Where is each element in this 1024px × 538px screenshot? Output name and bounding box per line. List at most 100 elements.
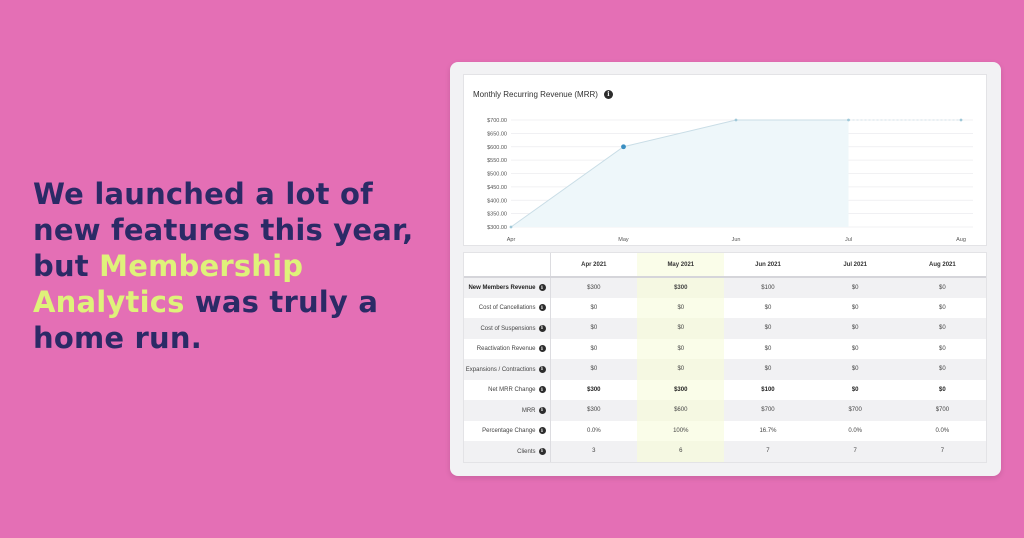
report-card: Monthly Recurring Revenue (MRR) i $300.0… xyxy=(450,62,1001,476)
data-point xyxy=(959,118,963,122)
row-label: Percentage Change i xyxy=(464,420,551,441)
table-cell: $0 xyxy=(550,359,638,380)
table-row: New Members Revenue i $300 $300 $100 $0 $0 xyxy=(464,277,986,298)
table-cell: $700 xyxy=(898,400,986,421)
table-cell: $0 xyxy=(724,318,812,339)
mrr-chart: $300.00 $350.00 $400.00 $450.00 $500.00 $550.… xyxy=(487,118,973,243)
table-cell: $0 xyxy=(590,345,598,352)
chart-title-text: Monthly Recurring Revenue (MRR) xyxy=(473,90,598,99)
info-icon[interactable]: i xyxy=(603,90,613,99)
table-cell: 0.0% xyxy=(935,427,950,434)
table-cell: $0 xyxy=(764,345,772,352)
data-point xyxy=(734,118,738,122)
y-tick-label: $600.00 xyxy=(487,145,507,151)
data-point xyxy=(509,225,513,229)
info-icon[interactable]: i xyxy=(538,304,546,312)
table-cell: $300 xyxy=(637,379,725,400)
table-cell: $0 xyxy=(939,304,946,311)
table-row: Percentage Change i 0.0% 100% 16.7% 0.0% 0.0% xyxy=(464,420,986,441)
table-cell: $0 xyxy=(939,386,946,393)
headline-highlight: Membership Analytics xyxy=(33,249,304,319)
table-cell: $0 xyxy=(898,359,986,380)
table-cell: $300 xyxy=(550,277,638,298)
row-label: Expansions / Contractions i xyxy=(464,359,551,380)
table-cell: 7 xyxy=(811,441,899,462)
table-cell: 0.0% xyxy=(587,427,601,434)
info-icon[interactable]: i xyxy=(538,447,546,455)
table-cell: 6 xyxy=(637,441,725,462)
row-label: Reactivation Revenue i xyxy=(464,338,551,359)
row-label: Clients i xyxy=(464,441,551,462)
table-cell: $700 xyxy=(724,400,812,421)
area-fill xyxy=(511,120,849,227)
info-icon[interactable]: i xyxy=(538,406,546,414)
table-cell: $0 xyxy=(898,277,986,298)
info-icon[interactable]: i xyxy=(538,345,546,353)
headline: We launched a lot of new features this y… xyxy=(33,176,433,356)
column-header[interactable]: Jun 2021 xyxy=(724,253,812,278)
y-tick-label: $300.00 xyxy=(487,225,507,231)
table-cell: $300 xyxy=(587,386,601,393)
info-icon[interactable]: i xyxy=(538,365,546,373)
info-icon[interactable]: i xyxy=(538,386,546,394)
x-tick-label: Apr xyxy=(507,237,516,243)
table-cell: $0 xyxy=(851,345,859,352)
series-line xyxy=(510,119,849,228)
chart-title: Monthly Recurring Revenue (MRR) i xyxy=(473,90,613,99)
headline-part1: We launched a lot of new features this y… xyxy=(33,177,414,283)
mrr-table-panel: Apr 2021 May 2021 Jun 2021 Jul 2021 Aug 2021… xyxy=(463,252,987,463)
column-header[interactable]: Apr 2021 xyxy=(550,253,638,278)
table-cell: 7 xyxy=(898,441,986,462)
table-cell: $0 xyxy=(637,318,725,339)
table-cell: 0.0% xyxy=(848,427,862,434)
y-tick-label: $350.00 xyxy=(487,212,507,218)
table-cell: $600 xyxy=(637,400,725,421)
column-header[interactable]: May 2021 xyxy=(637,253,725,278)
table-row: Net MRR Change i $300 $300 $100 $0 $0 xyxy=(464,379,986,400)
table-cell: $100 xyxy=(761,386,775,393)
table-cell: $0 xyxy=(811,277,899,298)
row-label: New Members Revenue i xyxy=(464,277,551,298)
y-tick-label: $450.00 xyxy=(487,185,507,191)
table-row: Clients i 3 6 7 7 7 xyxy=(464,441,986,462)
table-corner-header xyxy=(464,253,551,278)
table-row: Cost of Cancellations i $0 $0 $0 $0 $0 xyxy=(464,297,986,318)
table-cell: $0 xyxy=(898,318,986,339)
y-tick-label: $550.00 xyxy=(487,158,507,164)
y-tick-label: $400.00 xyxy=(487,198,507,204)
table-row: MRR i $300 $600 $700 $700 $700 xyxy=(464,400,986,421)
table-cell: $0 xyxy=(637,338,725,359)
table-cell: $300 xyxy=(550,400,638,421)
table-cell: $700 xyxy=(811,400,899,421)
x-tick-label: Jun xyxy=(732,237,741,243)
info-icon[interactable]: i xyxy=(538,284,546,292)
info-icon[interactable]: i xyxy=(538,427,546,435)
mrr-table: Apr 2021 May 2021 Jun 2021 Jul 2021 Aug 2021… xyxy=(464,253,986,462)
info-icon[interactable]: i xyxy=(538,324,546,332)
y-tick-label: $650.00 xyxy=(487,131,507,137)
table-cell: $0 xyxy=(550,318,638,339)
row-label: MRR i xyxy=(464,400,551,421)
x-tick-label: Jul xyxy=(845,237,852,243)
table-cell: $0 xyxy=(811,318,899,339)
table-cell: $100 xyxy=(724,277,812,298)
data-point xyxy=(847,118,850,122)
table-cell: 100% xyxy=(637,420,725,441)
table-cell: $300 xyxy=(637,277,725,298)
row-label: Cost of Suspensions i xyxy=(464,318,551,339)
x-tick-label: Aug xyxy=(956,237,966,243)
data-point xyxy=(621,144,626,150)
table-cell: $0 xyxy=(724,359,812,380)
column-header[interactable]: Aug 2021 xyxy=(898,253,986,278)
table-cell: $0 xyxy=(590,304,598,311)
mrr-chart-panel: Monthly Recurring Revenue (MRR) i $300.0… xyxy=(463,74,987,246)
table-row: Cost of Suspensions i $0 $0 $0 $0 $0 xyxy=(464,318,986,339)
table-cell: $0 xyxy=(811,359,899,380)
row-label: Cost of Cancellations i xyxy=(464,297,551,318)
headline-part2: was truly a home run. xyxy=(33,285,379,355)
y-tick-label: $700.00 xyxy=(487,118,507,124)
table-cell: $0 xyxy=(637,297,725,318)
column-header[interactable]: Jul 2021 xyxy=(811,253,899,278)
table-cell: 7 xyxy=(724,441,812,462)
x-tick-label: May xyxy=(618,237,629,243)
